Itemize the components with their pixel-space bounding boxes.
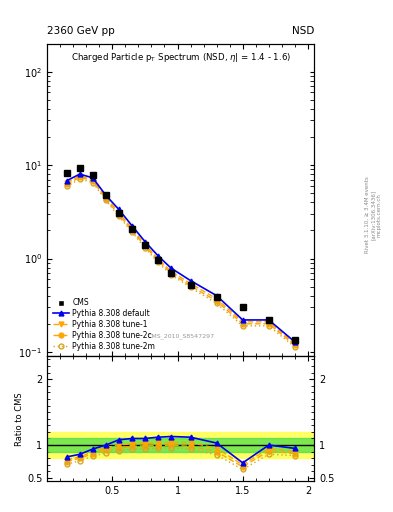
- Text: Charged Particle p$_\mathregular{T}$ Spectrum (NSD, $\eta$| = 1.4 - 1.6): Charged Particle p$_\mathregular{T}$ Spe…: [71, 51, 291, 65]
- Legend: CMS, Pythia 8.308 default, Pythia 8.308 tune-1, Pythia 8.308 tune-2c, Pythia 8.3: CMS, Pythia 8.308 default, Pythia 8.308 …: [51, 296, 157, 352]
- Text: NSD: NSD: [292, 26, 314, 36]
- Text: [arXiv:1306.3436]: [arXiv:1306.3436]: [371, 190, 376, 240]
- Text: Rivet 3.1.10, ≥ 3.4M events: Rivet 3.1.10, ≥ 3.4M events: [365, 177, 370, 253]
- Y-axis label: Ratio to CMS: Ratio to CMS: [15, 392, 24, 445]
- Text: 2360 GeV pp: 2360 GeV pp: [47, 26, 115, 36]
- Text: CMS_2010_S8547297: CMS_2010_S8547297: [147, 333, 214, 339]
- Text: mcplots.cern.ch: mcplots.cern.ch: [377, 193, 382, 237]
